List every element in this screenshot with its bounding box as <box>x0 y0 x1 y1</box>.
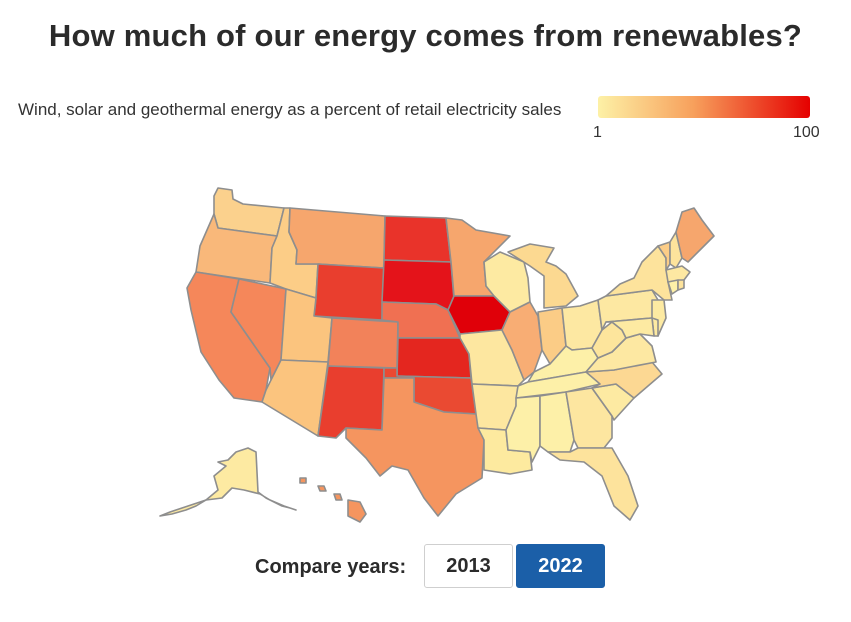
legend-min-value: 1 <box>593 124 602 141</box>
state-ks[interactable] <box>396 337 472 379</box>
hawaii-island-kauai <box>299 477 307 484</box>
legend-label: Wind, solar and geothermal energy as a p… <box>18 100 562 119</box>
legend-color-scale <box>598 96 810 118</box>
state-wy[interactable] <box>313 263 385 321</box>
state-vt[interactable] <box>657 241 671 271</box>
page-title: How much of our energy comes from renewa… <box>48 18 803 53</box>
state-co[interactable] <box>327 317 399 369</box>
state-ny[interactable] <box>605 245 673 301</box>
year-2022-button[interactable]: 2022 <box>516 544 605 588</box>
year-2013-button[interactable]: 2013 <box>424 544 513 588</box>
state-hi[interactable] <box>347 499 367 523</box>
state-md[interactable] <box>605 317 655 339</box>
compare-years-control: Compare years: 2013 2022 <box>0 544 851 588</box>
hawaii-island-maui <box>333 493 343 501</box>
state-tx[interactable] <box>345 377 485 517</box>
hawaii-island-oahu <box>317 485 327 492</box>
state-ma[interactable] <box>665 265 691 283</box>
state-ak[interactable] <box>205 447 297 511</box>
state-fl[interactable] <box>547 447 639 521</box>
state-nh[interactable] <box>669 231 683 269</box>
state-nd[interactable] <box>383 215 452 263</box>
state-nm[interactable] <box>317 365 385 439</box>
state-me[interactable] <box>675 207 715 263</box>
state-mi[interactable] <box>507 243 579 309</box>
alaska-aleutian-islands <box>159 499 207 517</box>
legend-max-value: 100 <box>793 124 820 141</box>
state-mt[interactable] <box>288 207 386 269</box>
compare-years-label: Compare years: <box>255 556 407 578</box>
state-ri[interactable] <box>677 279 685 291</box>
